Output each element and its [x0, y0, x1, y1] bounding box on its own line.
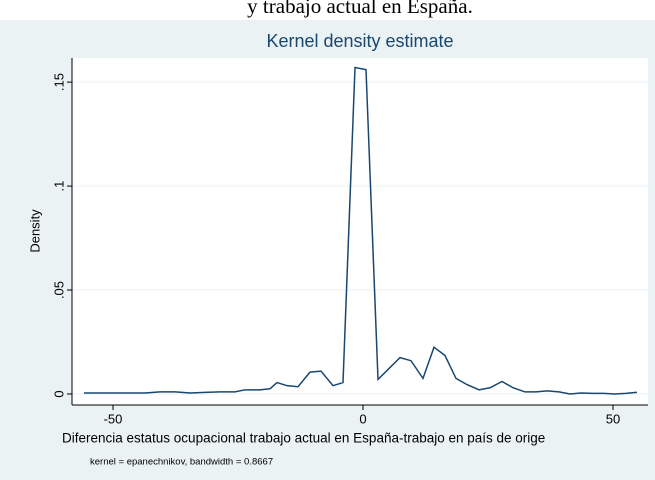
chart-title: Kernel density estimate — [266, 31, 453, 51]
y-tick-label: 0 — [51, 390, 66, 397]
y-tick-label: .1 — [51, 181, 66, 192]
density-line — [84, 66, 638, 395]
note: kernel = epanechnikov, bandwidth = 0.866… — [90, 457, 273, 468]
x-tick-label: 0 — [359, 411, 366, 426]
y-tick-label: .05 — [51, 281, 66, 299]
x-tick-label: -50 — [104, 411, 123, 426]
x-axis-title: Diferencia estatus ocupacional trabajo a… — [62, 431, 545, 446]
plot-area — [72, 58, 648, 405]
y-tick-label: .15 — [51, 73, 66, 91]
caption: y trabajo actual en España. — [247, 0, 473, 18]
x-tick-label: 50 — [606, 411, 620, 426]
y-axis-title: Density — [27, 209, 42, 253]
